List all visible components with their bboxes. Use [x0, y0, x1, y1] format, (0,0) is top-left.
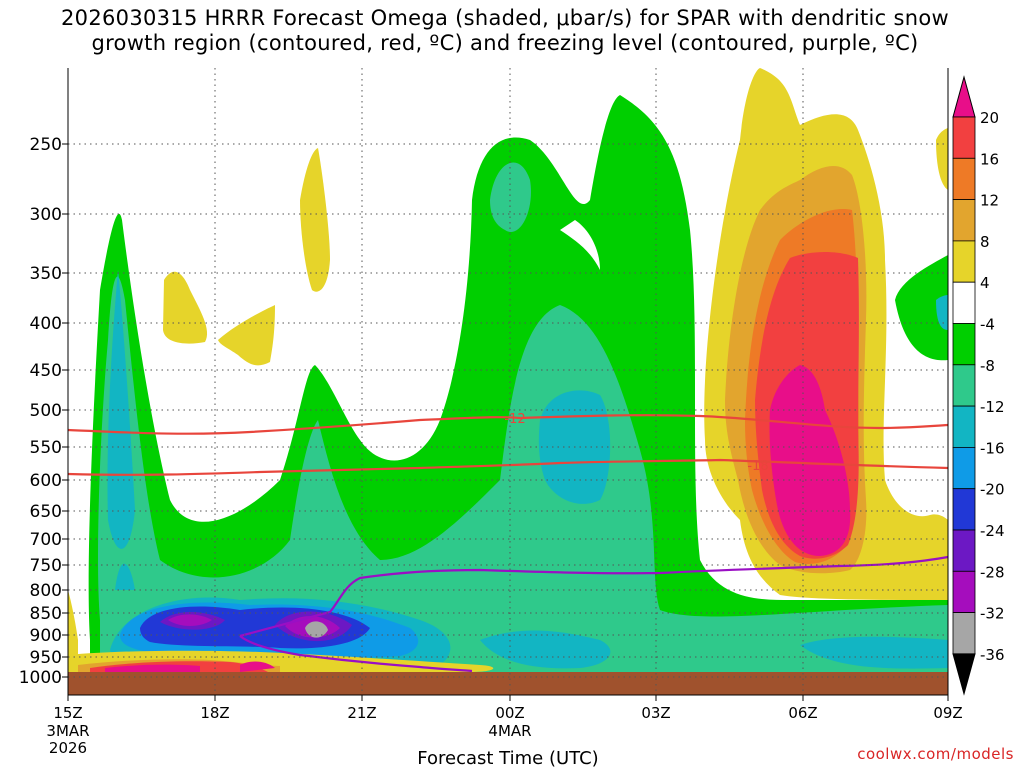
y-tick-label: 300 — [30, 205, 62, 225]
colorbar-segment — [952, 281, 976, 324]
contour-minus-18 — [67, 458, 949, 476]
omega-region — [895, 255, 948, 361]
colorbar-bottom-arrow — [952, 653, 976, 696]
contour-lines: -12 -18 — [67, 412, 949, 673]
colorbar-segment — [952, 240, 976, 283]
colorbar-segment — [952, 446, 976, 490]
x-tick-sublabel: 2026 — [49, 739, 87, 757]
y-tick-label: 950 — [30, 648, 62, 668]
x-axis-title: Forecast Time (UTC) — [417, 748, 598, 768]
contour-minus-12 — [67, 414, 949, 435]
omega-region — [560, 220, 600, 270]
colorbar-segment — [952, 570, 976, 613]
omega-region — [769, 365, 851, 556]
title-line-1: 2026030315 HRRR Forecast Omega (shaded, … — [61, 6, 949, 30]
colorbar-label: -4 — [980, 316, 995, 334]
y-tick-label: 400 — [30, 314, 62, 334]
colorbar-label: 20 — [980, 109, 999, 127]
x-tick-label: 00Z — [495, 704, 524, 722]
omega-region — [107, 270, 135, 549]
y-tick-label: 1000 — [19, 668, 62, 688]
chart-title: 2026030315 HRRR Forecast Omega (shaded, … — [0, 6, 1010, 56]
colorbar-segment — [952, 612, 976, 655]
omega-region — [68, 590, 78, 662]
y-tick-label: 450 — [30, 361, 62, 381]
x-tick-label: 09Z — [933, 704, 962, 722]
y-tick-label: 750 — [30, 556, 62, 576]
x-tick-label: 18Z — [200, 704, 229, 722]
omega-region — [115, 563, 135, 590]
credit-text: coolwx.com/models — [857, 745, 1014, 763]
colorbar-segment — [952, 323, 976, 366]
x-tick-label: 03Z — [641, 704, 670, 722]
colorbar-label: -12 — [980, 398, 1005, 416]
omega-region — [218, 305, 275, 366]
colorbar-label: -24 — [980, 522, 1005, 540]
omega-region — [105, 664, 200, 672]
colorbar-segment — [952, 364, 976, 407]
omega-region — [163, 271, 208, 344]
colorbar-top-arrow — [952, 75, 976, 118]
colorbar-label: 16 — [980, 150, 999, 168]
ground-band — [68, 672, 948, 695]
colorbar-label: 8 — [980, 233, 990, 251]
colorbar-label: -16 — [980, 439, 1005, 457]
colorbar-label: -28 — [980, 563, 1005, 581]
colorbar-segment — [952, 529, 976, 572]
omega-shading — [68, 68, 948, 695]
contour-freezing-lower — [239, 635, 473, 673]
omega-region — [480, 630, 611, 669]
omega-region — [490, 162, 531, 232]
x-tick-label: 21Z — [347, 704, 376, 722]
colorbar-label: -36 — [980, 646, 1005, 664]
colorbar-label: 12 — [980, 192, 999, 210]
colorbar-label: -20 — [980, 481, 1005, 499]
colorbar-segment — [952, 199, 976, 242]
x-tick-label: 06Z — [788, 704, 817, 722]
contour-label-minus-12: -12 — [504, 412, 525, 427]
omega-region — [240, 661, 275, 672]
gridlines — [67, 68, 949, 695]
y-tick-label: 850 — [30, 604, 62, 624]
colorbar-label: 4 — [980, 274, 990, 292]
colorbar-segment — [952, 405, 976, 448]
title-line-2: growth region (contoured, red, ºC) and f… — [91, 31, 919, 55]
colorbar-label: -8 — [980, 357, 995, 375]
y-tick-label: 500 — [30, 401, 62, 421]
y-tick-label: 700 — [30, 530, 62, 550]
x-tick-sublabel: 4MAR — [488, 722, 531, 740]
omega-region — [97, 276, 948, 690]
contour-freezing-upper — [239, 555, 949, 638]
y-tick-label: 600 — [30, 471, 62, 491]
colorbar-segment — [952, 488, 976, 531]
x-tick-label: 15Z — [53, 704, 82, 722]
y-tick-label: 550 — [30, 438, 62, 458]
y-tick-label: 250 — [30, 135, 62, 155]
contour-label-minus-18: -18 — [747, 459, 768, 474]
colorbar[interactable]: 20 16 12 8 4 -4 -8 -12 -16 -20 -24 -28 -32 -36 — [952, 75, 1005, 696]
colorbar-label: -32 — [980, 605, 1005, 623]
omega-region — [800, 636, 948, 669]
colorbar-segment — [952, 116, 976, 159]
x-tick-sublabel: 3MAR — [46, 722, 89, 740]
axes: 2503003504004505005506006507007508008509… — [19, 68, 963, 768]
omega-region — [300, 148, 330, 292]
y-tick-label: 350 — [30, 264, 62, 284]
omega-region — [168, 614, 212, 626]
omega-region — [936, 128, 948, 190]
omega-region — [936, 295, 948, 330]
colorbar-segment — [952, 157, 976, 201]
shading-layers — [68, 68, 948, 695]
omega-region — [305, 621, 328, 638]
y-tick-label: 800 — [30, 581, 62, 601]
y-tick-label: 650 — [30, 502, 62, 522]
y-tick-label: 900 — [30, 626, 62, 646]
